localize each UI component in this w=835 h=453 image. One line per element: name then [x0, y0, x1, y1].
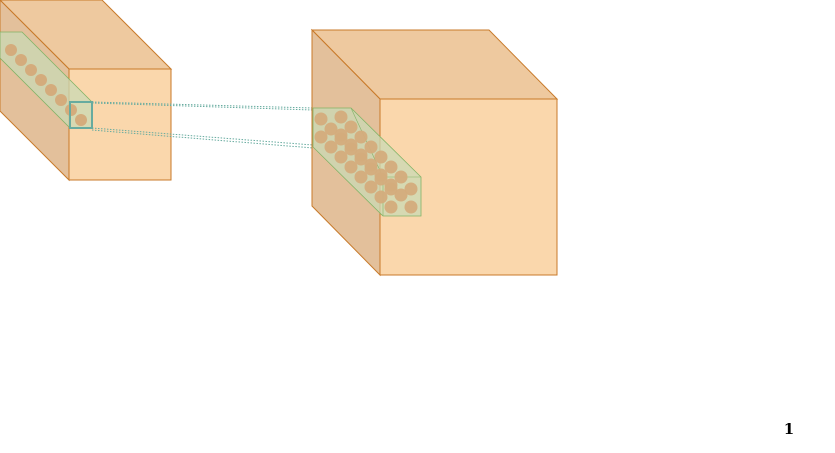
output-neuron — [334, 150, 348, 164]
connection-lines — [91, 101, 314, 149]
output-neuron — [354, 170, 368, 184]
output-neuron — [324, 140, 338, 154]
output-neuron — [394, 188, 408, 202]
output-neuron — [384, 200, 398, 214]
output-neuron — [344, 160, 358, 174]
connector-line-upper — [91, 102, 314, 111]
input-neuron — [25, 64, 37, 76]
input-neuron — [35, 74, 47, 86]
output-neuron — [404, 182, 418, 196]
output-neurons — [314, 110, 418, 214]
page-number: 1 — [783, 420, 795, 438]
input-neuron — [55, 94, 67, 106]
output-neuron — [354, 130, 368, 144]
output-neuron — [364, 158, 378, 172]
input-neuron — [45, 84, 57, 96]
output-neuron — [404, 200, 418, 214]
output-neuron — [344, 138, 358, 152]
output-neuron — [384, 178, 398, 192]
output-neuron — [314, 112, 328, 126]
output-neuron — [334, 128, 348, 142]
output-neuron — [364, 180, 378, 194]
input-neuron — [15, 54, 27, 66]
output-neuron — [384, 160, 398, 174]
output-neuron — [374, 190, 388, 204]
connector-line-bottom — [91, 129, 314, 149]
input-neurons — [5, 44, 87, 126]
input-volume — [0, 0, 173, 182]
connector-line-lower — [91, 127, 314, 146]
input-neuron — [75, 114, 87, 126]
output-neuron — [314, 130, 328, 144]
output-neuron — [354, 148, 368, 162]
receptive-field-box — [69, 101, 93, 129]
output-neuron — [344, 120, 358, 134]
output-neuron — [334, 110, 348, 124]
output-neuron — [324, 122, 338, 136]
output-volume — [310, 28, 559, 277]
output-neuron — [374, 168, 388, 182]
output-neuron — [364, 140, 378, 154]
output-neuron — [374, 150, 388, 164]
output-neuron — [394, 170, 408, 184]
input-neuron — [5, 44, 17, 56]
connector-line-top — [91, 101, 314, 109]
